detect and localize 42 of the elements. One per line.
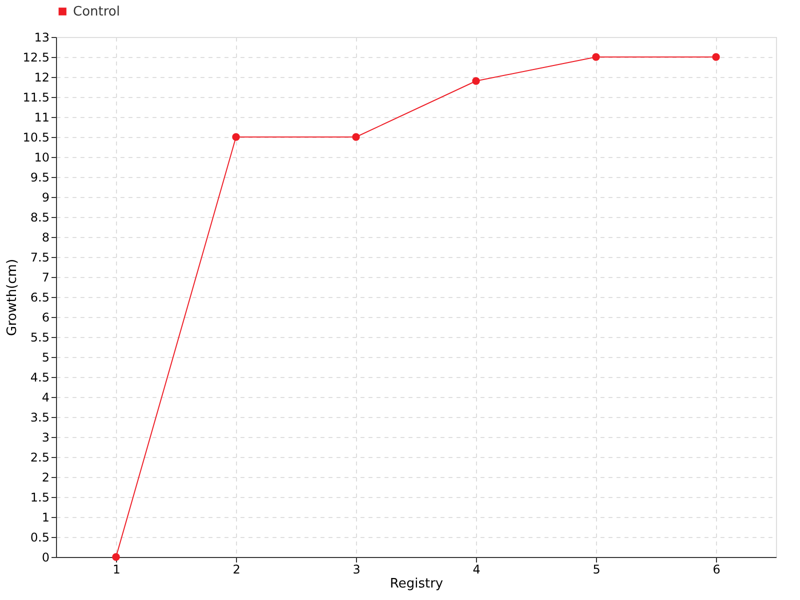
y-tick-label: 8.5 [30, 210, 50, 224]
x-axis-title: Registry [390, 576, 444, 592]
y-tick-label: 13 [34, 30, 50, 44]
y-tick-label: 1.5 [30, 490, 50, 504]
x-tick-label: 3 [352, 562, 360, 576]
y-tick-label: 10.5 [22, 130, 50, 144]
x-tick-label: 2 [232, 562, 240, 576]
y-axis-title: Growth(cm) [4, 258, 20, 336]
y-tick-label: 2 [42, 470, 50, 484]
y-tick-label: 11.5 [22, 90, 50, 104]
point [472, 77, 480, 85]
point [112, 553, 120, 561]
y-tick-label: 1 [42, 510, 50, 524]
point [592, 53, 600, 61]
y-tick-label: 7 [42, 270, 50, 284]
y-tick-label: 3.5 [30, 410, 50, 424]
y-tick-label: 4 [42, 390, 50, 404]
y-tick-label: 10 [34, 150, 50, 164]
y-tick-label: 6.5 [30, 290, 50, 304]
point [712, 53, 720, 61]
y-tick-label: 2.5 [30, 450, 50, 464]
y-tick-label: 8 [42, 230, 50, 244]
x-tick-label: 4 [472, 562, 480, 576]
y-tick-label: 12 [34, 70, 50, 84]
y-tick-label: 9 [42, 190, 50, 204]
y-tick-label: 6 [42, 310, 50, 324]
y-tick-label: 11 [34, 110, 50, 124]
y-tick-label: 3 [42, 430, 50, 444]
y-tick-label: 9.5 [30, 170, 50, 184]
x-tick-label: 1 [112, 562, 120, 576]
y-tick-label: 5 [42, 350, 50, 364]
y-tick-label: 5.5 [30, 330, 50, 344]
legend-label: Control [73, 4, 120, 20]
y-tick-label: 7.5 [30, 250, 50, 264]
point [352, 133, 360, 141]
x-tick-label: 6 [712, 562, 720, 576]
y-tick-label: 0.5 [30, 530, 50, 544]
y-tick-label: 4.5 [30, 370, 50, 384]
y-tick-label: 12.5 [22, 50, 50, 64]
y-tick-label: 0 [42, 550, 50, 564]
x-tick-label: 5 [592, 562, 600, 576]
point [232, 133, 240, 141]
